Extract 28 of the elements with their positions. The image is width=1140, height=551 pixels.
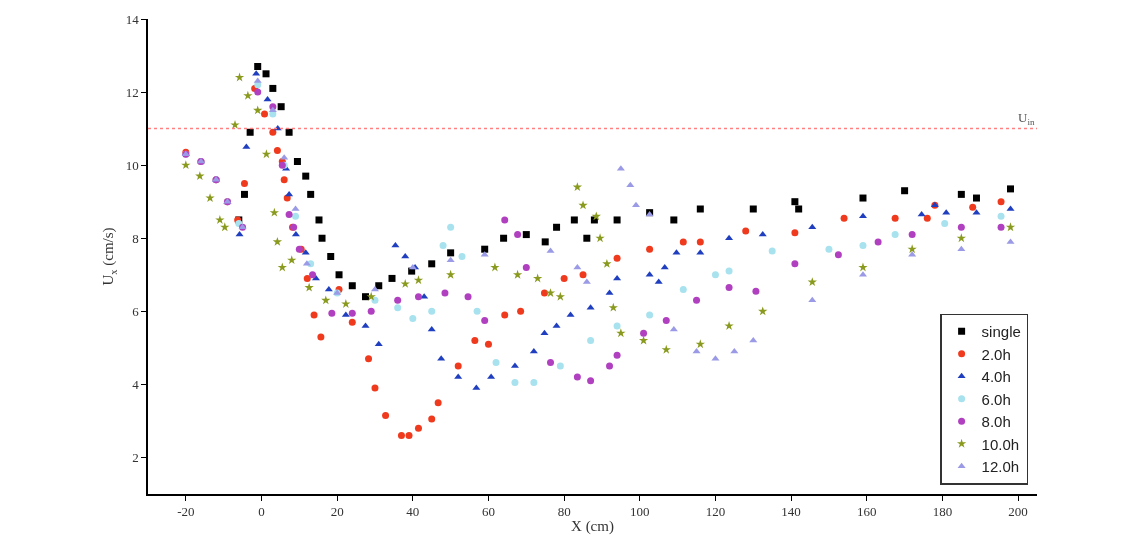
legend-label: 6.0h (981, 390, 1011, 408)
legend-label: 12.0h (981, 458, 1020, 476)
y-tick-label: 12 (125, 84, 139, 100)
x-tick-label: 20 (330, 504, 344, 520)
x-tick-label: 200 (1008, 504, 1028, 520)
x-axis-title: X (cm) (571, 517, 614, 535)
y-tick-label: 6 (132, 303, 140, 319)
ref-line-label: U$_{in}$ (1018, 110, 1035, 127)
x-tick-label: 40 (406, 504, 420, 520)
y-tick-label: 2 (132, 450, 139, 466)
x-tick-label: 0 (258, 504, 265, 520)
y-tick-label: 8 (132, 230, 139, 246)
x-tick-label: 160 (857, 504, 877, 520)
x-tick-label: 120 (705, 504, 726, 520)
x-tick-label: 180 (932, 504, 953, 520)
x-tick-label: -20 (177, 504, 195, 520)
legend-label: single (981, 323, 1021, 341)
x-tick-label: 140 (781, 504, 801, 520)
legend-label: 8.0h (981, 413, 1011, 431)
y-tick-label: 14 (125, 11, 140, 27)
x-tick-label: 80 (557, 504, 571, 520)
legend-label: 4.0h (981, 368, 1011, 386)
legend-label: 2.0h (981, 345, 1011, 363)
y-tick-label: 10 (125, 157, 139, 173)
y-tick-label: 4 (132, 376, 140, 392)
x-tick-label: 100 (630, 504, 650, 520)
x-tick-label: 60 (481, 504, 495, 520)
legend-label: 10.0h (981, 435, 1020, 453)
